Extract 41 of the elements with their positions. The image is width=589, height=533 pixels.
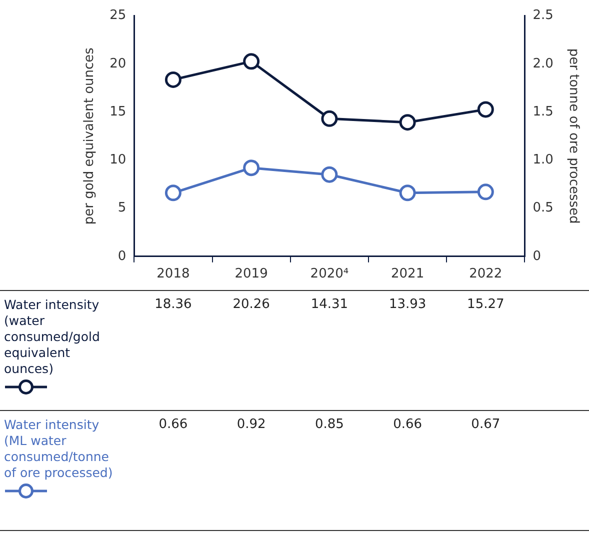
point — [399, 114, 416, 131]
point — [321, 110, 338, 127]
y-tick-label: 5 — [118, 200, 126, 216]
x-tick-label: 2018 — [156, 266, 190, 282]
x-tick-label: 2019 — [234, 266, 268, 282]
y-tick-label: 10 — [110, 152, 126, 168]
data-label: 0.85 — [314, 417, 344, 432]
y-tick-label: 25 — [110, 8, 126, 24]
y2-tick-label: 2.0 — [532, 56, 554, 72]
point — [477, 101, 494, 118]
text: Water intensity (ML water consumed/tonne of ore processed) — [4, 417, 113, 480]
data-label: 0.92 — [236, 417, 266, 432]
y2-axis-title: per tonne of ore processed — [566, 48, 581, 224]
x-tick-label: 2020⁴ — [310, 266, 349, 282]
point — [321, 166, 338, 183]
x-tick-label: 2021 — [391, 266, 424, 282]
y-tick-label: 20 — [110, 56, 126, 72]
point — [243, 53, 260, 70]
data-label: 15.27 — [467, 297, 504, 312]
data-label: 0.66 — [158, 417, 188, 432]
data-label: 13.93 — [388, 297, 426, 312]
data-label: 20.26 — [232, 297, 270, 312]
data-label: 18.36 — [154, 297, 192, 312]
y-axis-title: per gold equivalent ounces — [82, 47, 98, 225]
y2-tick-label: 0.5 — [532, 200, 554, 216]
y-tick-label: 0 — [118, 248, 126, 264]
point — [399, 184, 416, 202]
x-tick-label: 2022 — [469, 266, 502, 282]
y2-tick-label: 2.5 — [532, 8, 554, 24]
y2-tick-label: 1.5 — [532, 104, 554, 120]
y2-tick-label: 0 — [532, 248, 542, 264]
data-label: 0.66 — [393, 417, 422, 432]
point — [243, 160, 260, 176]
point — [164, 184, 182, 202]
data-label: 14.31 — [310, 297, 348, 312]
point — [477, 184, 494, 200]
y-tick-label: 15 — [110, 104, 126, 120]
data-label: 0.67 — [471, 417, 500, 432]
text: Water intensity (water consumed/gold equivalent ounces) — [4, 297, 100, 376]
y2-tick-label: 1.0 — [532, 152, 554, 168]
point — [164, 71, 182, 88]
